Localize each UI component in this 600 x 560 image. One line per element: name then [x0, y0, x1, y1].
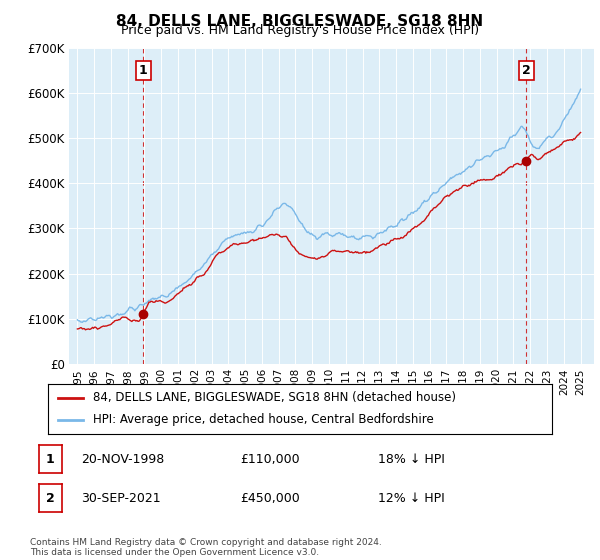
Text: 1: 1: [46, 452, 55, 466]
Text: £110,000: £110,000: [240, 452, 299, 466]
Text: 18% ↓ HPI: 18% ↓ HPI: [378, 452, 445, 466]
Text: 84, DELLS LANE, BIGGLESWADE, SG18 8HN: 84, DELLS LANE, BIGGLESWADE, SG18 8HN: [116, 14, 484, 29]
Text: Price paid vs. HM Land Registry's House Price Index (HPI): Price paid vs. HM Land Registry's House …: [121, 24, 479, 37]
Text: 20-NOV-1998: 20-NOV-1998: [81, 452, 164, 466]
Text: HPI: Average price, detached house, Central Bedfordshire: HPI: Average price, detached house, Cent…: [94, 413, 434, 426]
Text: 2: 2: [521, 64, 530, 77]
Text: 12% ↓ HPI: 12% ↓ HPI: [378, 492, 445, 505]
Text: £450,000: £450,000: [240, 492, 300, 505]
Text: 84, DELLS LANE, BIGGLESWADE, SG18 8HN (detached house): 84, DELLS LANE, BIGGLESWADE, SG18 8HN (d…: [94, 391, 457, 404]
Text: 1: 1: [139, 64, 148, 77]
Text: 30-SEP-2021: 30-SEP-2021: [81, 492, 161, 505]
Text: Contains HM Land Registry data © Crown copyright and database right 2024.
This d: Contains HM Land Registry data © Crown c…: [30, 538, 382, 557]
Text: 2: 2: [46, 492, 55, 505]
